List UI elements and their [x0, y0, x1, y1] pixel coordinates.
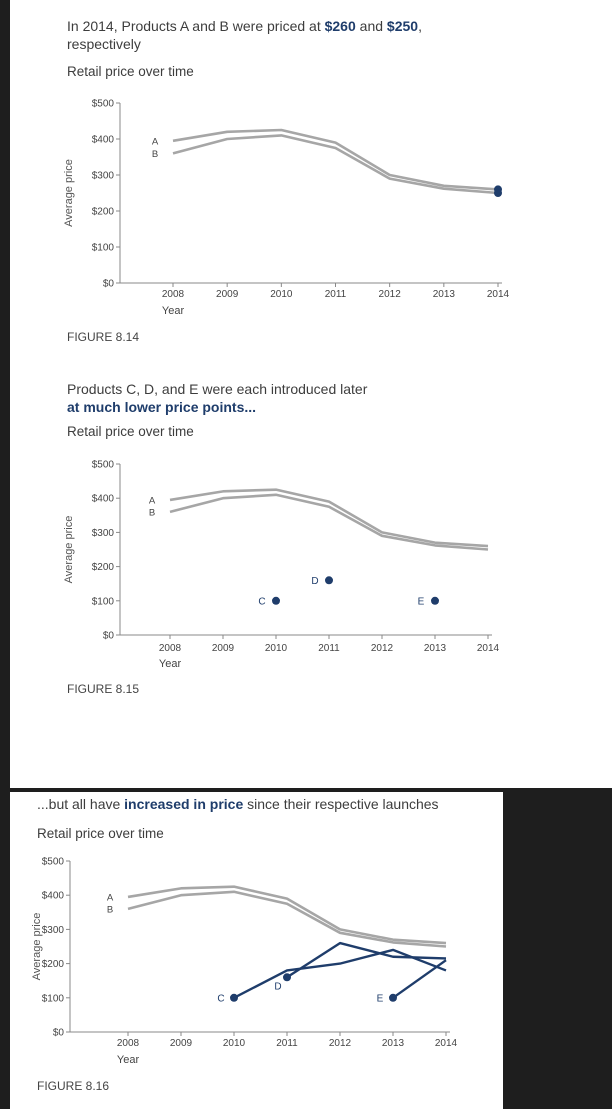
y-axis-label: Average price	[63, 516, 75, 584]
series-line-a	[172, 128, 499, 191]
x-tick-label: 2011	[325, 289, 347, 300]
chart-2: Products C, D, and E were each introduce…	[63, 381, 500, 696]
x-tick-label: 2011	[276, 1038, 298, 1049]
point-e	[431, 596, 439, 605]
x-tick-label: 2009	[216, 289, 239, 300]
chart-title-part: at much lower price points...	[67, 399, 256, 415]
series-line-b	[127, 890, 447, 948]
series-line-a	[169, 488, 489, 548]
x-tick-label: 2009	[212, 643, 235, 654]
x-tick-label: 2008	[162, 289, 185, 300]
launch-point-c	[230, 993, 238, 1002]
chart-subtitle: Retail price over time	[67, 64, 194, 79]
series-label-b: B	[149, 507, 155, 518]
x-axis-label: Year	[159, 658, 182, 670]
x-tick-label: 2013	[433, 289, 456, 300]
chart-title: In 2014, Products A and B were priced at…	[67, 18, 422, 52]
launch-point-e	[389, 993, 397, 1002]
series-label-b: B	[107, 904, 113, 915]
x-tick-label: 2013	[424, 643, 447, 654]
chart-title-part: $260	[325, 18, 356, 34]
chart-title-part: $250	[387, 18, 418, 34]
y-tick-label: $300	[92, 528, 115, 539]
y-tick-label: $0	[103, 279, 115, 290]
chart-title-part: Products C, D, and E were each introduce…	[67, 381, 368, 397]
x-tick-label: 2014	[477, 643, 500, 654]
y-tick-label: $200	[92, 562, 115, 573]
x-tick-label: 2008	[159, 643, 182, 654]
chart-title: Products C, D, and E were each introduce…	[67, 381, 368, 415]
point-label-d: D	[311, 576, 318, 587]
x-tick-label: 2010	[265, 643, 288, 654]
chart-title-part: In 2014, Products A and B were priced at	[67, 18, 325, 34]
chart-title-part: increased in price	[124, 796, 243, 812]
y-tick-label: $100	[92, 596, 115, 607]
y-tick-label: $0	[103, 631, 115, 642]
series-line-e	[392, 959, 447, 999]
y-tick-label: $100	[92, 243, 115, 254]
x-tick-label: 2014	[487, 289, 510, 300]
x-tick-label: 2009	[170, 1038, 193, 1049]
x-tick-label: 2010	[270, 289, 293, 300]
chart-title-part: ...but all have	[37, 796, 124, 812]
y-tick-label: $0	[53, 1028, 65, 1039]
figure-label: FIGURE 8.14	[67, 330, 139, 344]
chart-svg-bottom: ...but all have increased in price since…	[31, 796, 458, 1093]
x-tick-label: 2011	[318, 643, 340, 654]
series-line-b	[169, 493, 489, 551]
x-tick-label: 2012	[329, 1038, 352, 1049]
y-tick-label: $200	[42, 959, 65, 970]
x-tick-label: 2013	[382, 1038, 405, 1049]
x-axis-label: Year	[162, 305, 185, 317]
y-axis-label: Average price	[31, 913, 43, 981]
chart-title-part: ,	[418, 18, 422, 34]
point-label-e: E	[418, 596, 425, 607]
series-line-a	[127, 885, 447, 945]
series-label-a: A	[152, 136, 159, 147]
point-c	[272, 596, 280, 605]
charts-svg-top: In 2014, Products A and B were priced at…	[63, 18, 510, 696]
y-tick-label: $400	[92, 494, 115, 505]
y-tick-label: $300	[42, 925, 65, 936]
x-tick-label: 2012	[379, 289, 402, 300]
y-tick-label: $500	[42, 857, 65, 868]
point-label-c: C	[258, 596, 265, 607]
series-label-a: A	[107, 892, 114, 903]
y-tick-label: $100	[42, 993, 65, 1004]
point-label-c: C	[217, 993, 224, 1004]
chart-1: In 2014, Products A and B were priced at…	[63, 18, 510, 344]
y-tick-label: $500	[92, 460, 115, 471]
chart-title: ...but all have increased in price since…	[37, 796, 439, 812]
point-d	[325, 576, 333, 585]
chart-title-part: respectively	[67, 36, 141, 52]
panel-figure-16: ...but all have increased in price since…	[10, 792, 503, 1109]
x-axis-label: Year	[117, 1054, 140, 1066]
figure-label: FIGURE 8.16	[37, 1079, 109, 1093]
x-tick-label: 2012	[371, 643, 394, 654]
x-tick-label: 2014	[435, 1038, 458, 1049]
chart-subtitle: Retail price over time	[67, 424, 194, 439]
y-axis-label: Average price	[63, 159, 75, 227]
series-line-d	[286, 941, 447, 979]
series-label-a: A	[149, 495, 156, 506]
chart-3: ...but all have increased in price since…	[31, 796, 458, 1093]
end-marker-b	[494, 189, 502, 197]
x-tick-label: 2008	[117, 1038, 140, 1049]
chart-title-part: and	[356, 18, 387, 34]
panel-figures-14-15: In 2014, Products A and B were priced at…	[10, 0, 612, 788]
series-label-b: B	[152, 149, 158, 160]
x-tick-label: 2010	[223, 1038, 246, 1049]
point-label-d: D	[274, 981, 281, 992]
y-tick-label: $300	[92, 171, 115, 182]
chart-title-part: since their respective launches	[243, 796, 438, 812]
y-tick-label: $400	[92, 135, 115, 146]
y-tick-label: $500	[92, 99, 115, 110]
point-label-e: E	[377, 993, 384, 1004]
series-line-b	[172, 134, 499, 195]
y-tick-label: $200	[92, 207, 115, 218]
y-tick-label: $400	[42, 891, 65, 902]
launch-point-d	[283, 973, 291, 982]
chart-subtitle: Retail price over time	[37, 826, 164, 841]
figure-label: FIGURE 8.15	[67, 682, 139, 696]
